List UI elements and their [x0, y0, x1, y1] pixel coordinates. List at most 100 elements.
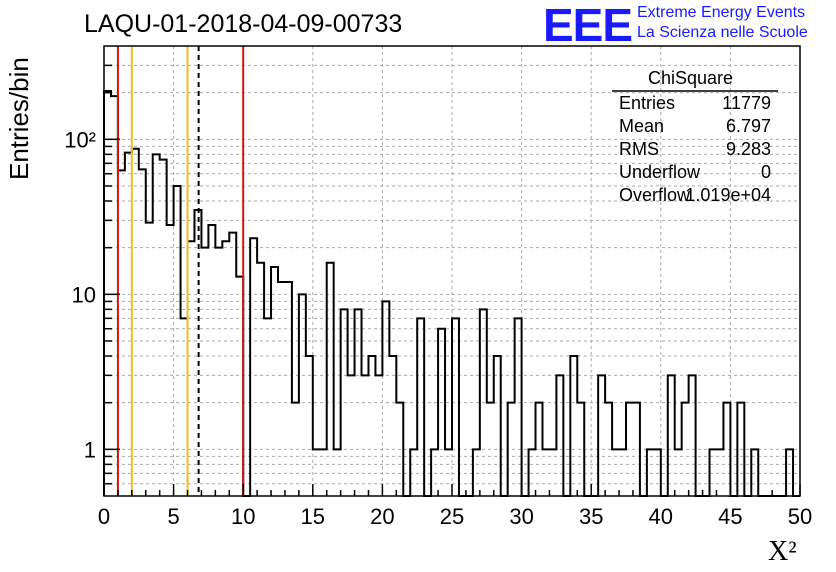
- tick-labels: 0 5 10 15 20 25 30 35 40 45 50 1 10 10²: [64, 127, 812, 529]
- histogram-bin: [160, 160, 167, 496]
- histogram-bin: [542, 449, 549, 496]
- histogram-bin: [362, 375, 369, 496]
- histogram-bin: [153, 154, 160, 496]
- histogram-bin: [786, 449, 793, 496]
- histogram-bin: [229, 233, 236, 496]
- histogram-bin: [341, 309, 348, 496]
- histogram-bin: [334, 449, 341, 496]
- x-tick-label: 50: [788, 504, 812, 529]
- x-tick-label: 40: [649, 504, 673, 529]
- histogram-bin: [417, 318, 424, 496]
- histogram-bin: [396, 403, 403, 496]
- histogram-bin: [125, 153, 132, 496]
- stats-value: 6.797: [725, 116, 771, 136]
- histogram-bin: [515, 318, 522, 496]
- histogram-bin: [375, 375, 382, 496]
- histogram-bars: [103, 89, 800, 497]
- stats-value: 1.019e+04: [685, 185, 771, 205]
- histogram-bin: [236, 277, 243, 496]
- stats-value: 11779: [722, 93, 771, 113]
- histogram-bin: [299, 294, 306, 496]
- y-tick-label: 10: [72, 282, 96, 307]
- axis-ticks: [103, 64, 801, 496]
- histogram-bin: [139, 169, 146, 496]
- run-title: LAQU-01-2018-04-09-00733: [84, 10, 403, 38]
- stats-value: 0: [760, 162, 771, 182]
- histogram-bin: [633, 403, 640, 496]
- histogram-bin: [549, 449, 556, 496]
- stats-title: ChiSquare: [648, 68, 734, 88]
- histogram-bin: [167, 225, 174, 496]
- histogram-bin: [556, 375, 563, 496]
- x-axis-label: X²: [768, 536, 797, 567]
- histogram-bin: [118, 170, 125, 496]
- x-tick-label: 15: [301, 504, 325, 529]
- eee-logo: EEE: [543, 0, 633, 51]
- y-tick-label: 10²: [64, 127, 96, 152]
- histogram-bin: [215, 248, 222, 496]
- histogram-bin: [285, 282, 292, 496]
- x-tick-label: 20: [370, 504, 394, 529]
- histogram-bin: [292, 403, 299, 496]
- histogram-bin: [174, 186, 181, 496]
- x-tick-label: 25: [440, 504, 464, 529]
- histogram-bin: [104, 91, 111, 496]
- stats-value: 9.283: [725, 139, 771, 159]
- histogram-bin: [487, 403, 494, 496]
- histogram-bin: [716, 449, 723, 496]
- histogram-bin: [250, 238, 257, 496]
- histogram-bin: [431, 449, 438, 496]
- histogram-bin: [689, 375, 696, 496]
- x-tick-label: 10: [231, 504, 255, 529]
- histogram-bin: [327, 263, 334, 496]
- histogram-bin: [368, 356, 375, 496]
- x-tick-label: 30: [509, 504, 533, 529]
- histogram-bin: [438, 329, 445, 496]
- histogram-bin: [132, 149, 139, 496]
- histogram-bin: [570, 356, 577, 496]
- histogram-bin: [320, 449, 327, 496]
- histogram-bin: [668, 375, 675, 496]
- stats-key: Overflow: [619, 185, 691, 205]
- histogram-outline: [103, 89, 800, 497]
- stats-key: Mean: [619, 116, 665, 136]
- histogram-bin: [313, 449, 320, 496]
- histogram-bin: [473, 449, 480, 496]
- histogram-bin: [257, 263, 264, 496]
- histogram-bin: [529, 449, 536, 496]
- histogram-bin: [382, 301, 389, 496]
- histogram-bin: [647, 449, 654, 496]
- histogram-bin: [536, 403, 543, 496]
- histogram-bin: [445, 449, 452, 496]
- logo-line-2: La Scienza nelle Scuole: [637, 24, 808, 41]
- histogram-bin: [675, 449, 682, 496]
- histogram-bin: [751, 449, 758, 496]
- histogram-bin: [264, 318, 271, 496]
- x-tick-label: 0: [98, 504, 110, 529]
- histogram-bin: [723, 403, 730, 496]
- histogram-bin: [452, 318, 459, 496]
- histogram-bin: [626, 403, 633, 496]
- histogram-bin: [146, 223, 153, 496]
- histogram-bin: [278, 282, 285, 496]
- histogram-bin: [271, 267, 278, 496]
- histogram-bin: [494, 356, 501, 496]
- x-tick-label: 35: [579, 504, 603, 529]
- stats-key: RMS: [619, 139, 659, 159]
- histogram-bin: [389, 356, 396, 496]
- histogram-bin: [605, 403, 612, 496]
- reference-lines: [116, 46, 245, 496]
- histogram-bin: [508, 403, 515, 496]
- histogram-bin: [222, 241, 229, 496]
- histogram-bin: [410, 449, 417, 496]
- stats-key: Underflow: [619, 162, 701, 182]
- histogram-bin: [111, 96, 118, 496]
- histogram-bin: [577, 403, 584, 496]
- histogram-bin: [188, 241, 195, 496]
- y-tick-label: 1: [84, 437, 96, 462]
- histogram-bin: [355, 309, 362, 496]
- histogram-bin: [619, 449, 626, 496]
- histogram-bin: [208, 225, 215, 496]
- histogram-bin: [654, 449, 661, 496]
